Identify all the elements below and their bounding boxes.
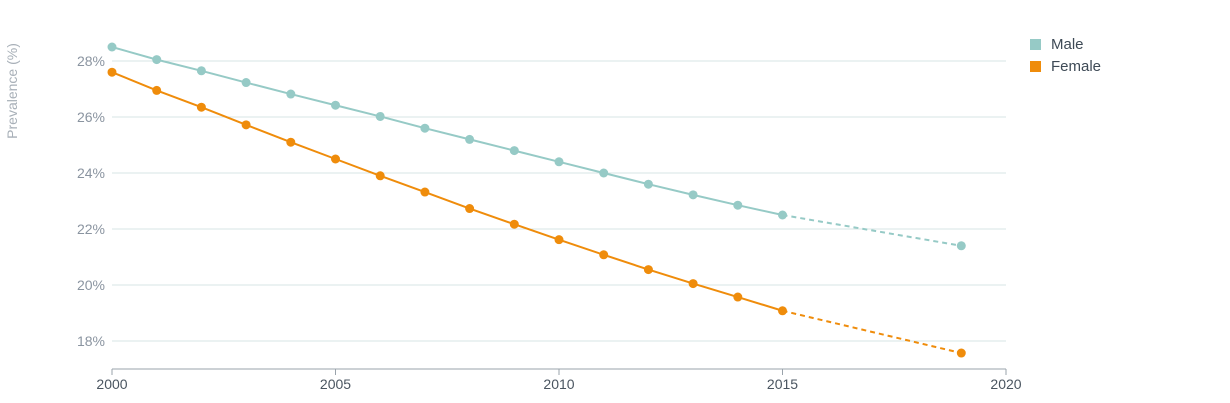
data-point-male[interactable] [107,42,117,52]
data-point-female[interactable] [554,235,564,245]
legend-swatch-male [1030,38,1041,50]
data-point-female[interactable] [196,102,206,112]
y-axis-title: Prevalence (%) [4,43,20,139]
data-point-male[interactable] [465,134,475,144]
data-point-male[interactable] [375,111,385,121]
data-point-female[interactable] [599,250,609,260]
data-point-male[interactable] [956,241,966,251]
data-point-female[interactable] [778,306,787,316]
data-point-female[interactable] [375,171,385,181]
x-tick-label: 2005 [320,376,351,392]
y-tick-label: 28% [77,53,105,69]
data-point-female[interactable] [733,292,743,302]
data-point-male[interactable] [241,78,251,88]
series-line-male [111,46,783,216]
x-tick-label: 2010 [543,376,574,392]
legend-swatch-female [1030,60,1041,72]
data-point-male[interactable] [420,123,430,133]
legend-item-female[interactable]: Female [1030,55,1101,77]
series-line-female [111,71,783,312]
legend: Male Female [1030,33,1101,77]
legend-label-female: Female [1051,57,1102,75]
y-axis-ticks: 18% 20% 22% 24% 26% 28% [77,53,105,349]
y-tick-label: 20% [77,277,105,293]
x-axis: 2000 2005 2010 2015 2020 [96,368,1022,392]
legend-label-male: Male [1051,35,1084,53]
data-point-male[interactable] [554,157,564,167]
data-point-male[interactable] [778,210,787,220]
data-point-female[interactable] [241,120,251,130]
data-point-female[interactable] [107,67,117,77]
data-point-male[interactable] [196,66,206,76]
data-point-female[interactable] [420,187,430,197]
data-point-female[interactable] [286,137,296,147]
data-point-female[interactable] [956,348,966,358]
series-female [107,67,966,358]
data-point-female[interactable] [152,85,162,95]
data-point-female[interactable] [331,154,340,164]
y-tick-label: 22% [77,221,105,237]
data-point-male[interactable] [643,179,653,189]
series-projection-line-male [782,214,962,247]
data-point-male[interactable] [509,146,519,156]
x-tick-label: 2020 [990,376,1021,392]
legend-item-male[interactable]: Male [1030,33,1101,55]
data-point-male[interactable] [152,55,162,65]
series-projection-line-female [782,309,962,355]
data-point-female[interactable] [465,204,475,214]
data-point-male[interactable] [733,200,743,210]
y-tick-label: 24% [77,165,105,181]
data-point-female[interactable] [688,279,698,289]
data-point-male[interactable] [599,168,609,178]
data-point-male[interactable] [688,190,698,200]
y-tick-label: 18% [77,333,105,349]
data-point-male[interactable] [331,100,340,110]
data-point-female[interactable] [509,219,519,229]
series-male [107,42,966,251]
grid-lines [112,60,1006,342]
data-point-female[interactable] [643,265,653,275]
x-tick-label: 2015 [767,376,798,392]
series-group [107,42,966,358]
x-tick-label: 2000 [96,376,127,392]
y-tick-label: 26% [77,109,105,125]
data-point-male[interactable] [286,89,296,99]
